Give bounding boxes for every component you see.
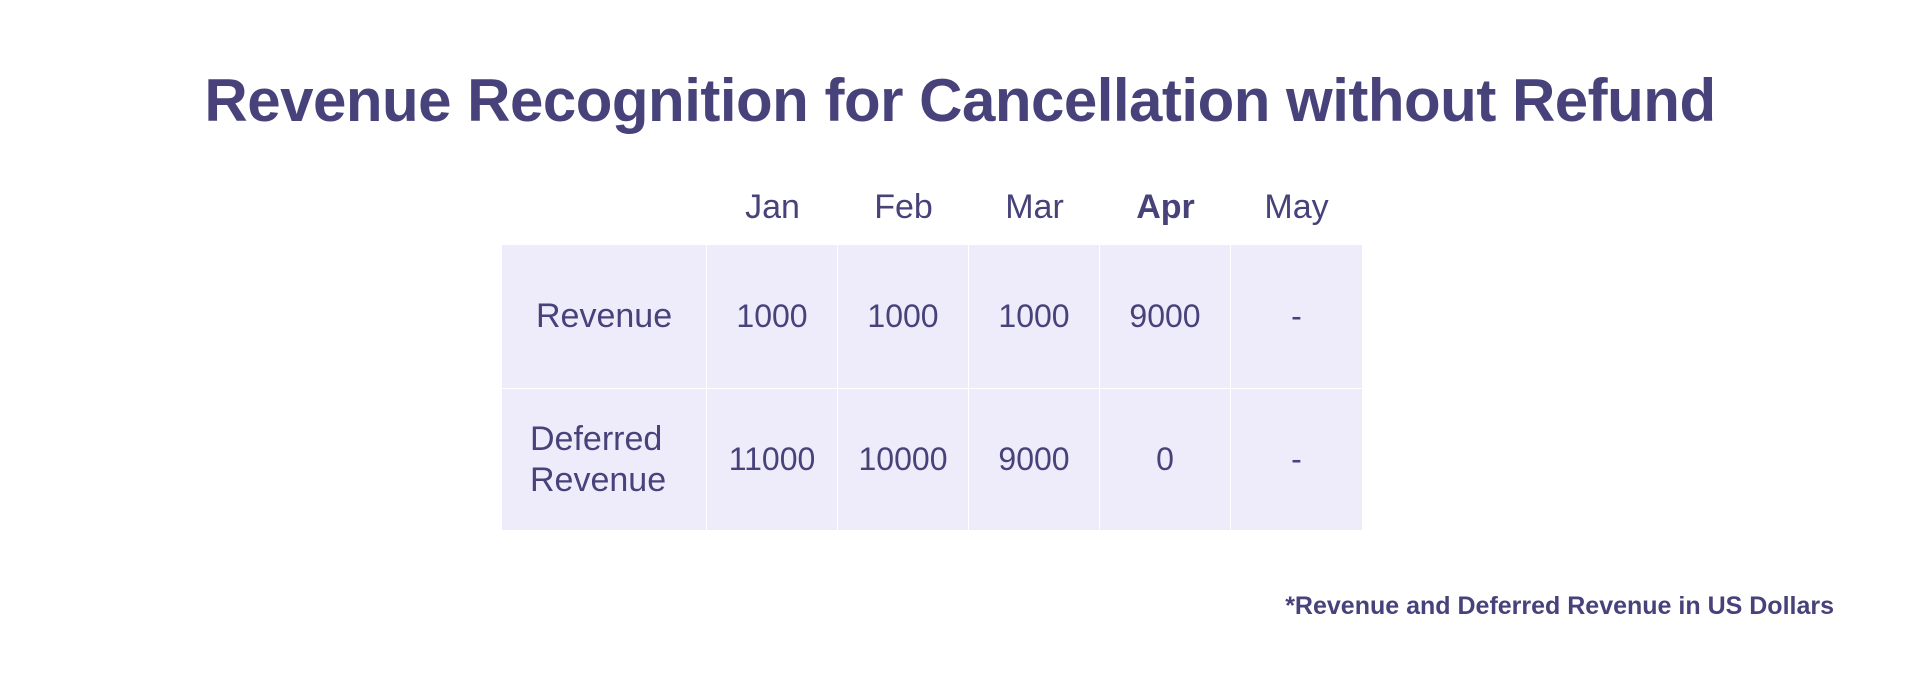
table-cell: 11000 (707, 389, 838, 530)
column-header-jan: Jan (745, 188, 800, 226)
column-header-feb: Feb (874, 188, 933, 226)
header-row: Jan Feb Mar Apr May (502, 170, 1362, 245)
column-header-may: May (1264, 188, 1329, 226)
table-cell: - (1231, 245, 1362, 389)
corner-header (502, 170, 707, 245)
table-cell: 1000 (969, 245, 1100, 389)
page-title: Revenue Recognition for Cancellation wit… (204, 67, 1716, 134)
table-cell: 9000 (1100, 245, 1231, 389)
column-header-apr: Apr (1136, 188, 1195, 226)
table-cell: 0 (1100, 389, 1231, 530)
row-label-line: Revenue (530, 460, 667, 499)
table-row-revenue: Revenue 1000 1000 1000 9000 - (502, 245, 1362, 389)
table-cell: 9000 (969, 389, 1100, 530)
row-label-line: Deferred (530, 420, 663, 459)
table-cell: 1000 (707, 245, 838, 389)
table-cell: 1000 (838, 245, 969, 389)
row-label-revenue: Revenue (502, 245, 707, 389)
column-header-mar: Mar (1005, 188, 1064, 226)
table-cell: - (1231, 389, 1362, 530)
table-cell: 10000 (838, 389, 969, 530)
revenue-table-container: Jan Feb Mar Apr May Revenue 1000 1000 10… (502, 170, 1362, 530)
table-row-deferred-revenue: Deferred Revenue 11000 10000 9000 0 - (502, 389, 1362, 530)
footnote: *Revenue and Deferred Revenue in US Doll… (1285, 592, 1834, 620)
revenue-table: Jan Feb Mar Apr May Revenue 1000 1000 10… (502, 170, 1362, 530)
row-label-deferred-revenue: Deferred Revenue (502, 389, 707, 530)
